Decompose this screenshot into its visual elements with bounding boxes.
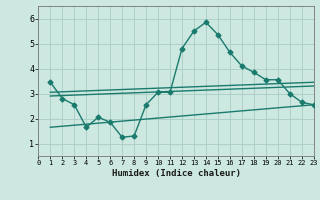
X-axis label: Humidex (Indice chaleur): Humidex (Indice chaleur) — [111, 169, 241, 178]
